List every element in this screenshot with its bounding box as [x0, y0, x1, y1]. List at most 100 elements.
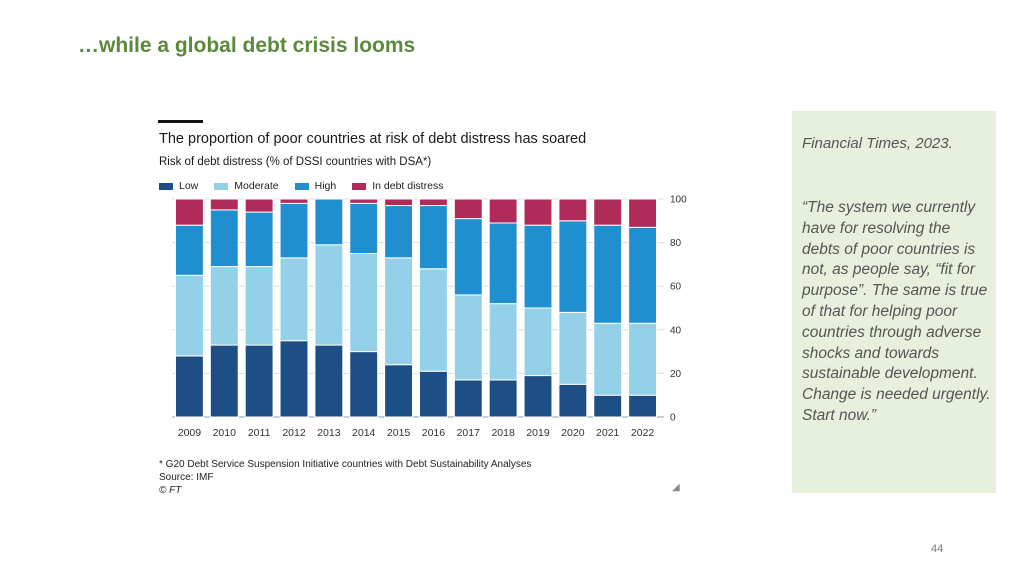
legend-item: High: [294, 180, 337, 192]
x-tick-label: 2012: [282, 427, 306, 439]
x-tick-label: 2015: [387, 427, 411, 439]
x-tick-label: 2010: [213, 427, 237, 439]
bar-segment: [418, 268, 448, 372]
quote-text: “The system we currently have for resolv…: [802, 199, 991, 424]
bar-segment: [558, 383, 588, 418]
chart-plot: 0 20 40 60 80 100 2009 2010 2011 2012 2013 2014 2015…: [172, 195, 687, 439]
bar-segment: [418, 205, 448, 270]
bar-segment: [349, 253, 379, 353]
bar-segment: [314, 244, 344, 346]
bar-segment: [418, 370, 448, 418]
y-tick-label: 60: [670, 282, 682, 293]
bar-segment: [209, 344, 239, 418]
page-number: 44: [931, 543, 944, 555]
bar-segment: [628, 322, 658, 396]
bar-segment: [349, 202, 379, 254]
bar-segment: [523, 307, 553, 377]
legend-swatch: [352, 182, 367, 190]
bar-segment: [523, 375, 553, 418]
legend-swatch: [159, 182, 173, 190]
legend-item: Moderate: [214, 180, 279, 192]
bar-segment: [453, 294, 483, 381]
bar-segment: [488, 379, 518, 418]
legend-label: Low: [179, 180, 199, 192]
legend-item: In debt distress: [352, 180, 443, 192]
bar-segment: [174, 355, 204, 418]
bar-segment: [174, 274, 204, 357]
bar-segment: [314, 198, 344, 246]
bar-segment: [244, 266, 274, 346]
bar-segment: [384, 257, 414, 366]
bar-segment: [488, 198, 518, 224]
bar-segment: [209, 209, 239, 268]
bar-segment: [558, 220, 588, 313]
resize-icon[interactable]: ◢: [672, 482, 680, 493]
bar-segment: [384, 364, 414, 418]
x-tick-label: 2009: [178, 427, 202, 439]
x-tick-label: 2011: [248, 427, 271, 439]
x-tick-label: 2017: [457, 427, 481, 439]
bar-segment: [453, 218, 483, 296]
bar-segment: [593, 224, 623, 324]
legend-label: Moderate: [234, 180, 279, 192]
bar-segment: [523, 224, 553, 309]
bar-segment: [349, 198, 379, 204]
bar-segment: [349, 351, 379, 418]
bar-segment: [558, 198, 588, 222]
x-tick-label: 2021: [596, 427, 620, 439]
legend-swatch: [214, 182, 229, 190]
bar-segment: [384, 198, 414, 207]
bar-segment: [279, 202, 309, 259]
x-tick-label: 2020: [561, 427, 585, 439]
bar-segment: [628, 394, 658, 418]
bar-segment: [174, 224, 204, 276]
legend-label: In debt distress: [372, 180, 444, 192]
bar-segment: [279, 198, 309, 204]
bar-segment: [244, 211, 274, 268]
bar-segment: [523, 198, 553, 226]
bar-segment: [488, 222, 518, 305]
bar-segment: [244, 198, 274, 213]
x-tick-label: 2014: [352, 427, 376, 439]
bar-segment: [593, 198, 623, 226]
legend-swatch: [294, 182, 309, 190]
y-tick-label: 20: [670, 369, 682, 380]
bar-segment: [279, 257, 309, 342]
chart-subtitle: Risk of debt distress (% of DSSI countri…: [159, 156, 432, 168]
y-tick-label: 0: [670, 413, 676, 424]
slide-title: …while a global debt crisis looms: [78, 34, 416, 57]
legend-item: Low: [159, 180, 198, 192]
quote-source: Financial Times, 2023.: [802, 135, 953, 152]
x-tick-label: 2022: [631, 427, 655, 439]
bar-segment: [244, 344, 274, 418]
x-tick-label: 2013: [317, 427, 341, 439]
bar-segment: [209, 266, 239, 346]
x-tick-label: 2018: [491, 427, 515, 439]
bar-segment: [314, 344, 344, 418]
bar-segment: [174, 198, 204, 226]
chart-title: The proportion of poor countries at risk…: [159, 131, 587, 147]
bar-segment: [488, 303, 518, 381]
bar-segment: [384, 205, 414, 259]
bar-segment: [453, 379, 483, 418]
chart-top-rule: [158, 120, 203, 123]
bar-segment: [593, 394, 623, 418]
chart-legend: Low Moderate High In debt distress: [159, 180, 459, 192]
y-tick-label: 100: [670, 195, 687, 206]
x-tick-label: 2019: [526, 427, 550, 439]
chart-panel: The proportion of poor countries at risk…: [155, 118, 690, 498]
bar-segment: [279, 340, 309, 418]
y-tick-label: 80: [670, 238, 682, 249]
x-tick-label: 2016: [422, 427, 446, 439]
y-tick-label: 40: [670, 325, 682, 336]
legend-label: High: [314, 180, 337, 192]
bar-segment: [418, 198, 448, 207]
chart-copyright: © FT: [159, 485, 182, 496]
bar-segment: [453, 198, 483, 220]
bar-segment: [628, 198, 658, 228]
chart-footnote: * G20 Debt Service Suspension Initiative…: [159, 459, 532, 470]
bar-segment: [593, 322, 623, 396]
bar-segment: [628, 226, 658, 324]
bar-segment: [558, 311, 588, 385]
bar-segment: [209, 198, 239, 211]
